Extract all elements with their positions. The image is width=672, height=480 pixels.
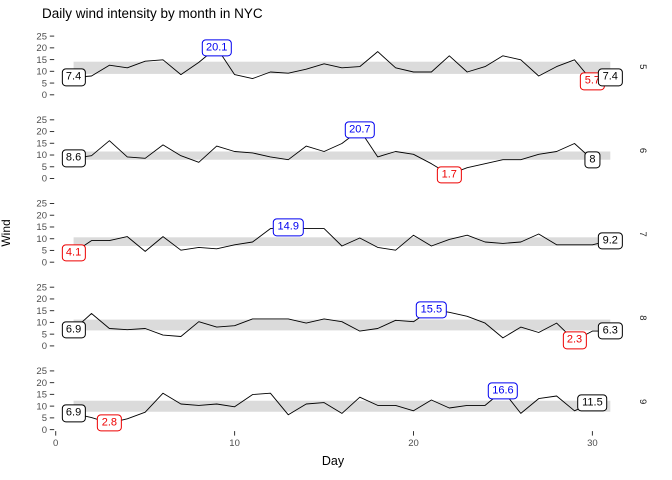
x-axis-tick-label: 0 — [53, 438, 58, 449]
facet-strip-label: 7 — [637, 232, 648, 237]
iqr-band — [73, 319, 611, 331]
y-axis-tick-label: 10 — [36, 234, 47, 245]
y-axis-tick-label: 0 — [42, 341, 47, 352]
y-axis-tick-label: 15 — [36, 138, 47, 149]
y-axis-tick-label: 20 — [36, 378, 47, 389]
y-axis-tick-label: 0 — [42, 90, 47, 101]
y-axis-tick-label: 5 — [42, 78, 47, 89]
y-axis-tick-label: 20 — [36, 127, 47, 138]
y-axis-tick-label: 25 — [36, 366, 47, 377]
y-axis-tick-label: 20 — [36, 210, 47, 221]
facet-strip-label: 6 — [637, 148, 648, 153]
y-axis-tick-label: 5 — [42, 162, 47, 173]
y-axis-tick-label: 5 — [42, 413, 47, 424]
y-axis-tick-label: 0 — [42, 257, 47, 268]
wind-line — [73, 226, 611, 253]
y-axis-tick-label: 25 — [36, 31, 47, 42]
y-axis-tick-label: 25 — [36, 115, 47, 126]
chart-title: Daily wind intensity by month in NYC — [42, 6, 263, 21]
facet-strip-label: 9 — [637, 399, 648, 404]
y-axis-tick-label: 20 — [36, 294, 47, 305]
facet-strip-label: 8 — [637, 315, 648, 320]
iqr-band — [73, 237, 611, 246]
x-axis-title: Day — [321, 454, 345, 468]
y-axis-title: Wind — [0, 219, 13, 247]
x-axis-tick-label: 20 — [408, 438, 419, 449]
y-axis-tick-label: 0 — [42, 174, 47, 185]
y-axis-tick-label: 5 — [42, 329, 47, 340]
y-axis-tick-label: 15 — [36, 390, 47, 401]
y-axis-tick-label: 5 — [42, 246, 47, 257]
wind-line — [73, 47, 611, 82]
facet-strip-label: 5 — [637, 64, 648, 69]
y-axis-tick-label: 10 — [36, 150, 47, 161]
x-axis-tick-label: 10 — [229, 438, 240, 449]
y-axis-tick-label: 15 — [36, 55, 47, 66]
y-axis-tick-label: 25 — [36, 282, 47, 293]
y-axis-tick-label: 25 — [36, 199, 47, 210]
y-axis-tick-label: 20 — [36, 43, 47, 54]
wind-line — [73, 129, 593, 175]
y-axis-tick-label: 15 — [36, 306, 47, 317]
y-axis-tick-label: 10 — [36, 401, 47, 412]
x-axis-tick-label: 30 — [587, 438, 598, 449]
y-axis-tick-label: 10 — [36, 67, 47, 78]
iqr-band — [73, 151, 611, 160]
y-axis-tick-label: 15 — [36, 222, 47, 233]
wind-line — [73, 309, 611, 341]
iqr-band — [73, 400, 611, 412]
y-axis-tick-label: 10 — [36, 318, 47, 329]
y-axis-tick-label: 0 — [42, 425, 47, 436]
